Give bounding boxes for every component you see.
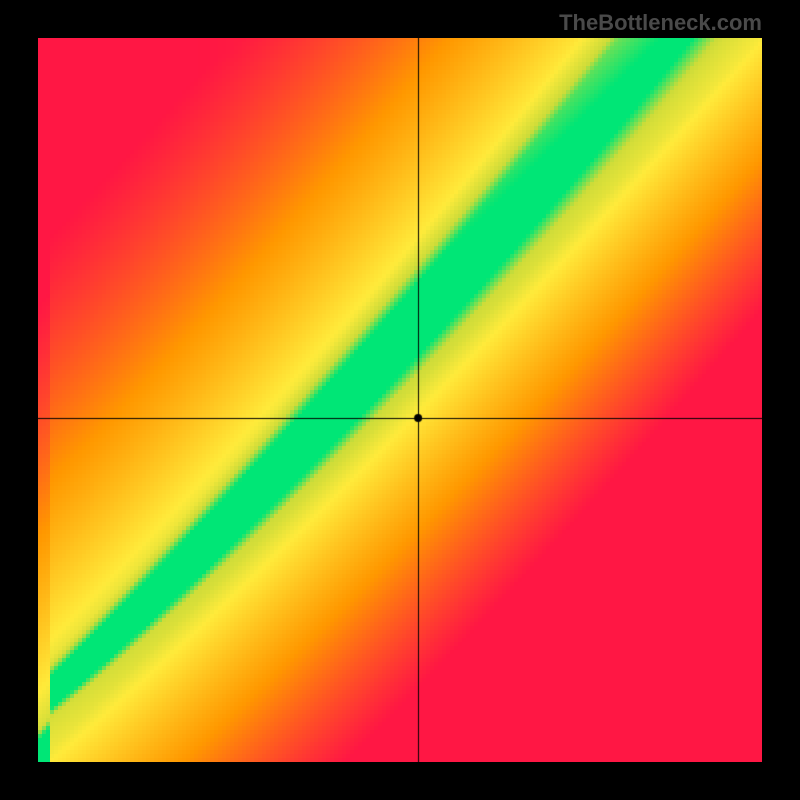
watermark-label: TheBottleneck.com	[559, 10, 762, 36]
chart-container: TheBottleneck.com	[0, 0, 800, 800]
crosshair-overlay	[38, 38, 762, 762]
